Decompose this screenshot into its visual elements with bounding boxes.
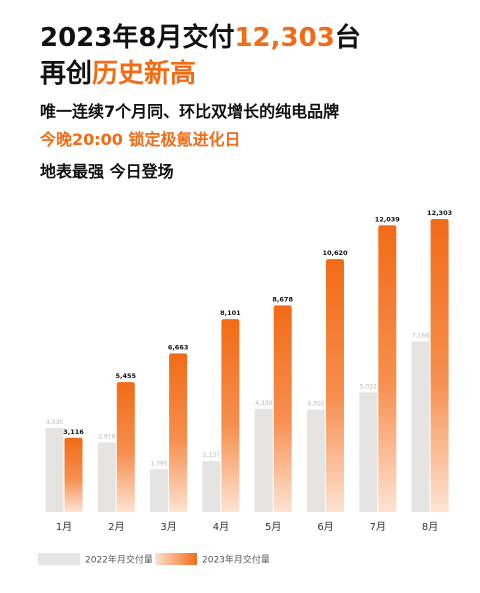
value-label-2022-4: 2,137 (203, 452, 220, 459)
headline: 2023年8月交付12,303台 再创历史新高 唯一连续7个月同、环比双增长的纯… (40, 20, 460, 186)
subtitle-launch: 地表最强 今日登场 (40, 162, 174, 181)
headline-line-2-prefix: 再创 (40, 59, 93, 89)
headline-delivery-number: 12,303 (234, 23, 335, 53)
bar-2023-5 (273, 305, 292, 512)
value-label-2022-1: 3,530 (46, 419, 63, 426)
x-tick-5: 5月 (265, 521, 281, 533)
x-tick-6: 6月 (317, 521, 333, 533)
legend: 2022年月交付量 2023年月交付量 (38, 553, 270, 566)
headline-line-2: 再创历史新高 (40, 56, 460, 92)
bar-2023-1 (64, 437, 83, 512)
legend-label-2022: 2022年月交付量 (85, 554, 153, 566)
x-tick-1: 1月 (56, 521, 72, 533)
bar-2022-3 (150, 469, 169, 512)
bar-2022-7 (359, 392, 378, 512)
bar-2022-2 (97, 442, 116, 512)
value-label-2023-3: 6,663 (168, 343, 189, 351)
value-label-2023-5: 8,678 (272, 295, 293, 303)
value-label-2022-8: 7,166 (412, 332, 429, 339)
value-label-2022-7: 5,022 (360, 383, 377, 390)
bar-2022-4 (202, 461, 221, 512)
bar-2023-8 (430, 219, 449, 512)
headline-record-high: 历史新高 (92, 59, 197, 89)
legend-swatch-2023 (155, 553, 197, 565)
bar-2022-5 (254, 408, 273, 512)
bar-2022-1 (45, 427, 64, 512)
x-tick-8: 8月 (422, 521, 438, 533)
legend-label-2023: 2023年月交付量 (202, 554, 270, 566)
value-label-2022-6: 4,302 (307, 401, 324, 408)
bar-2022-6 (307, 409, 325, 512)
value-label-2023-7: 12,039 (375, 215, 401, 223)
bar-2023-2 (116, 382, 135, 512)
headline-line-1: 2023年8月交付12,303台 (40, 20, 460, 56)
bar-2023-6 (326, 259, 344, 512)
value-label-2023-8: 12,303 (427, 209, 452, 217)
bar-2023-4 (221, 319, 240, 512)
bar-2023-3 (169, 353, 188, 512)
x-axis-ticks: 1月 2月 3月 4月 5月 6月 7月 8月 (56, 521, 438, 533)
x-tick-4: 4月 (213, 521, 229, 533)
value-label-2022-2: 2,916 (98, 434, 115, 441)
headline-suffix: 台 (334, 23, 361, 53)
value-label-2023-1: 3,116 (63, 428, 84, 436)
value-label-2022-3: 1,795 (151, 460, 168, 467)
value-label-2023-4: 8,101 (220, 309, 241, 317)
bars-layer (45, 219, 449, 513)
bar-2022-8 (411, 341, 430, 512)
headline-prefix: 2023年8月交付 (40, 23, 235, 53)
legend-swatch-2022 (38, 553, 80, 565)
x-tick-3: 3月 (160, 521, 176, 533)
subtitle-growth: 唯一连续7个月同、环比双增长的纯电品牌 (40, 102, 340, 121)
x-tick-2: 2月 (108, 521, 124, 533)
bar-2023-7 (378, 225, 397, 513)
subtitle-event-time: 今晚20:00 锁定极氪进化日 (40, 130, 241, 149)
value-label-2023-2: 5,455 (116, 372, 137, 380)
value-label-2022-5: 4,330 (255, 400, 272, 407)
x-tick-7: 7月 (370, 521, 386, 533)
value-label-2023-6: 10,620 (322, 249, 348, 257)
